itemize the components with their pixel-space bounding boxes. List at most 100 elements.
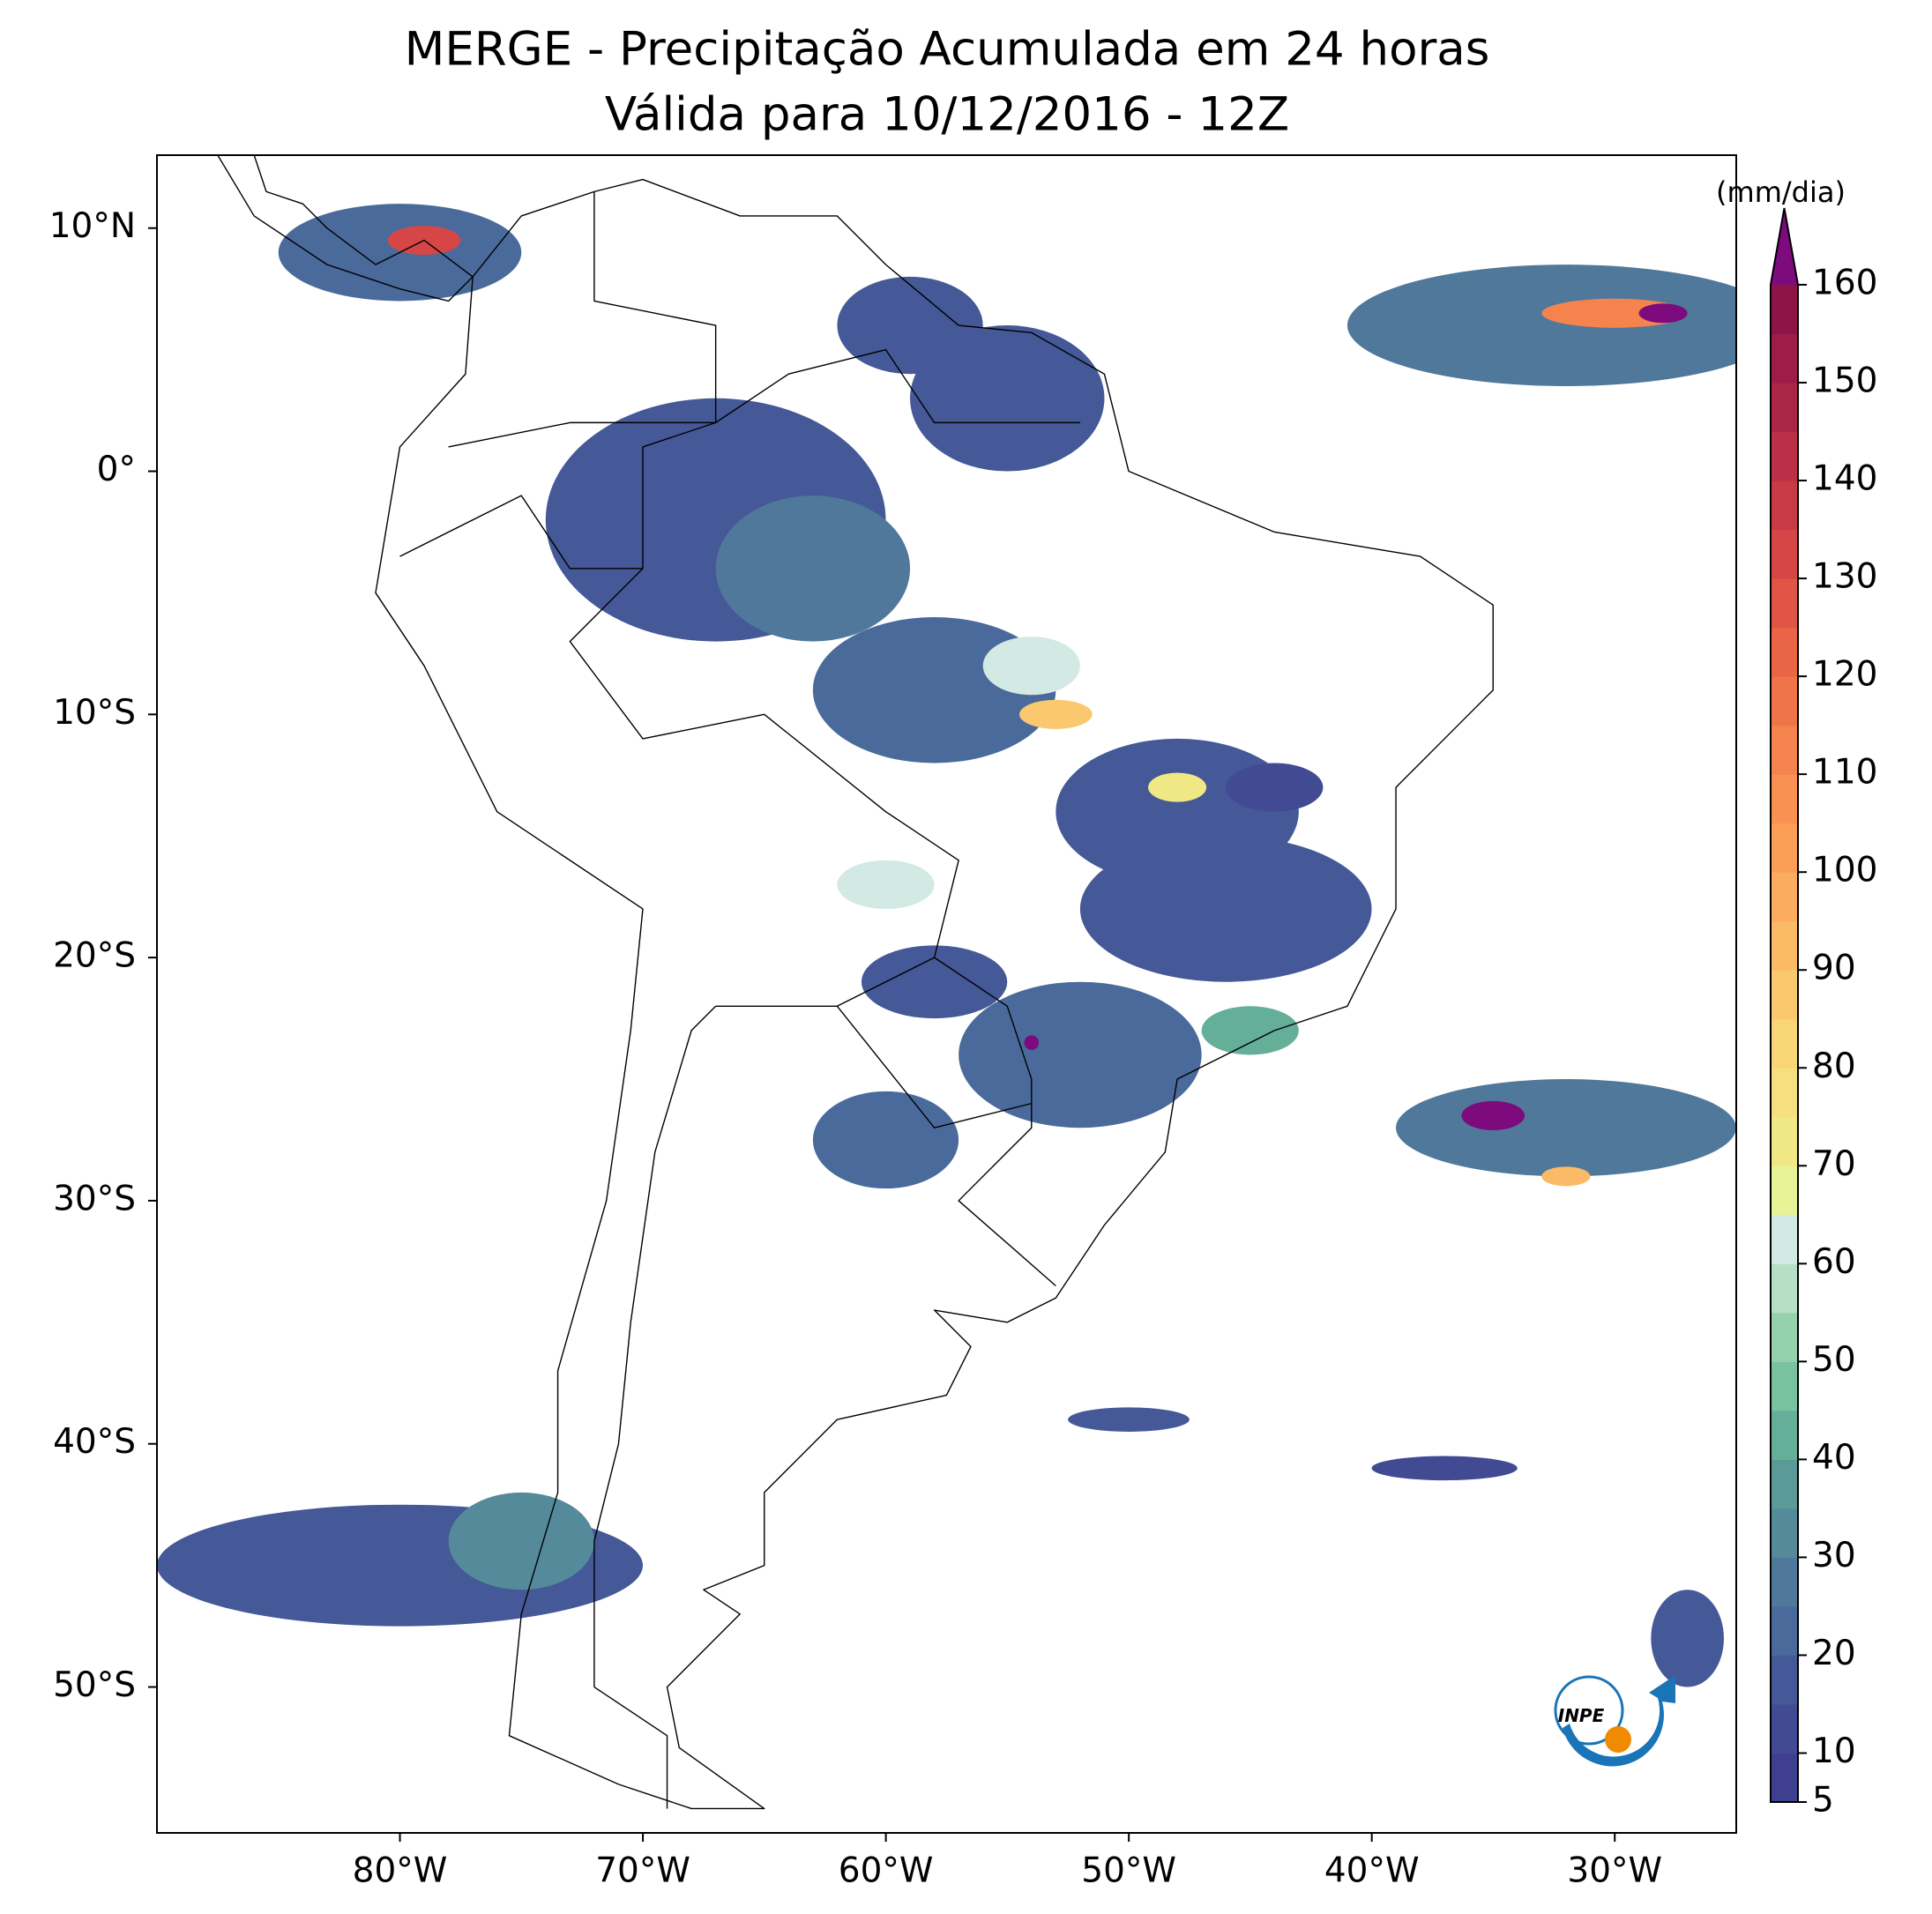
rain-cell — [959, 981, 1202, 1128]
x-tick-label: 40°W — [1324, 1851, 1420, 1891]
colorbar-tick-label: 40 — [1812, 1438, 1856, 1478]
colorbar-bin — [1771, 1263, 1798, 1314]
rain-cell — [1201, 1006, 1299, 1055]
logo-text: INPE — [1558, 1705, 1605, 1726]
colorbar-bin — [1771, 627, 1798, 677]
colorbar-bin — [1771, 1410, 1798, 1460]
colorbar-tick-label: 150 — [1812, 361, 1877, 401]
colorbar-tick-label: 30 — [1812, 1536, 1856, 1575]
colorbar-bin — [1771, 1605, 1798, 1656]
colorbar-bin — [1771, 383, 1798, 433]
colorbar-tick-label: 130 — [1812, 557, 1877, 597]
x-tick-label: 60°W — [839, 1851, 934, 1891]
colorbar-bin — [1771, 431, 1798, 481]
rain-cell — [812, 1091, 959, 1189]
colorbar-tick-label: 60 — [1812, 1242, 1856, 1282]
colorbar-tick-label: 110 — [1812, 753, 1877, 793]
colorbar-bin — [1771, 920, 1798, 971]
y-tick-label: 10°S — [53, 693, 136, 733]
colorbar-bin — [1771, 725, 1798, 775]
colorbar-bin — [1771, 1116, 1798, 1166]
colorbar-bin — [1771, 1361, 1798, 1411]
rain-cell — [1396, 1079, 1736, 1177]
chart-title: MERGE - Precipitação Acumulada em 24 hor… — [405, 23, 1490, 77]
x-tick-label: 70°W — [595, 1851, 690, 1891]
border — [594, 1006, 716, 1808]
x-tick-label: 30°W — [1567, 1851, 1662, 1891]
rain-cell — [837, 276, 983, 375]
rain-cell — [1019, 699, 1093, 729]
colorbar-bin — [1771, 1508, 1798, 1558]
rain-cell — [448, 1492, 594, 1590]
colorbar-bin — [1771, 1068, 1798, 1118]
central-america — [218, 155, 473, 301]
logo: INPE — [1554, 1675, 1675, 1767]
rain-cell — [1347, 264, 1736, 386]
rain-cell — [1226, 763, 1324, 812]
colorbar-tick-label: 100 — [1812, 851, 1877, 890]
border — [400, 495, 644, 569]
rain-cell — [1541, 1166, 1591, 1187]
central-america — [254, 155, 473, 277]
y-tick-label: 10°N — [49, 206, 136, 246]
colorbar-bin — [1771, 1703, 1798, 1754]
rain-cell — [1371, 1456, 1518, 1481]
rain-cell — [910, 325, 1105, 472]
rain-cell — [1068, 1407, 1190, 1432]
colorbar-tick-label: 70 — [1812, 1144, 1856, 1184]
colorbar-tick-label: 10 — [1812, 1732, 1856, 1771]
colorbar-bin — [1771, 480, 1798, 531]
colorbar-bin — [1771, 1459, 1798, 1509]
x-tick-label: 50°W — [1081, 1851, 1176, 1891]
rain-cell — [1079, 836, 1372, 982]
colorbar-bin — [1771, 1312, 1798, 1362]
border — [837, 1006, 1031, 1128]
colorbar-bin — [1771, 970, 1798, 1020]
rain-layer — [157, 204, 1736, 1687]
border — [449, 191, 716, 447]
colorbar-bin — [1771, 578, 1798, 629]
colorbar-bin — [1771, 285, 1798, 335]
colorbar-tick-label: 140 — [1812, 459, 1877, 499]
colorbar-bin — [1771, 774, 1798, 824]
colorbar-extend — [1771, 208, 1798, 285]
colorbar-tick-label: 160 — [1812, 264, 1877, 303]
geo-layer — [157, 155, 1736, 1809]
colorbar: 5 10 20 30 40 50 60 70 80 90 100 110 120 130 140 150 160… — [1716, 175, 1877, 1821]
colorbar-bin — [1771, 1166, 1798, 1216]
y-tick-label: 0° — [97, 450, 136, 489]
colorbar-outline — [1770, 207, 1799, 1803]
colorbar-tick-label: 120 — [1812, 655, 1877, 695]
colorbar-bin — [1771, 1557, 1798, 1607]
colorbar-bin — [1771, 529, 1798, 579]
logo-ring — [1554, 1675, 1624, 1746]
colorbar-tick-label: 80 — [1812, 1046, 1856, 1086]
logo-dot — [1605, 1726, 1631, 1753]
colorbar-bin — [1771, 1655, 1798, 1705]
rain-cell — [1638, 303, 1688, 324]
colorbar-tick-label: 50 — [1812, 1340, 1856, 1380]
y-tick-label: 40°S — [53, 1422, 136, 1462]
colorbar-tick-label: 90 — [1812, 949, 1856, 988]
rain-cell — [982, 637, 1080, 696]
colorbar-tick-label: 5 — [1812, 1781, 1834, 1821]
colorbar-bin — [1771, 676, 1798, 726]
y-tick-label: 50°S — [53, 1665, 136, 1705]
colorbar-tick-label: 20 — [1812, 1634, 1856, 1673]
rain-cell — [1024, 1035, 1040, 1050]
y-tick-label: 20°S — [53, 936, 136, 976]
axes: 80°W 70°W 60°W 50°W 40°W 30°W 10°N 0° 10°S 20°S 30… — [49, 206, 1662, 1890]
coastline — [376, 180, 1493, 1809]
rain-cell — [861, 945, 1008, 1019]
colorbar-bin — [1771, 872, 1798, 922]
colorbar-bin — [1771, 1214, 1798, 1264]
y-tick-label: 30°S — [53, 1179, 136, 1218]
border — [935, 957, 1056, 1285]
map-area — [157, 155, 1736, 1809]
rain-cell — [1148, 772, 1207, 802]
map-frame — [156, 154, 1737, 1834]
logo-arrow — [1563, 1675, 1675, 1767]
colorbar-label: (mm/dia) — [1716, 175, 1846, 209]
